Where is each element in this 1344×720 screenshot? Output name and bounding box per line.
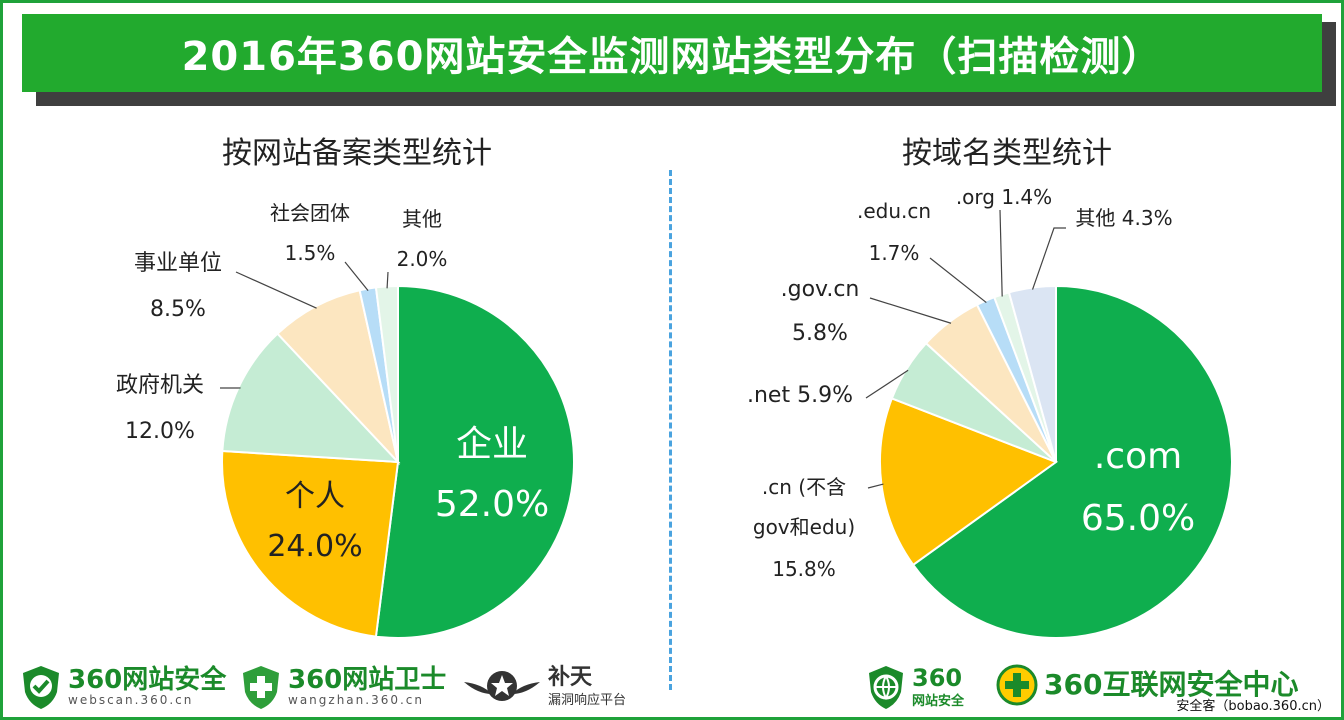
- right-chart-title: 按域名类型统计: [902, 136, 1112, 171]
- left-pie-label-2-1: 12.0%: [125, 419, 195, 444]
- left-pie-label-5-1: 2.0%: [397, 247, 448, 271]
- logo-site-security-name: 360: [912, 663, 963, 692]
- right-pie-leader-line-6: [1031, 227, 1066, 290]
- right-pie-slice-6: [1007, 284, 1057, 463]
- right-pie-category-label-0: .com: [1094, 436, 1182, 477]
- left-pie-slice-1: [221, 449, 400, 638]
- logo-360-site-security: 360 网站安全: [866, 664, 964, 710]
- right-pie-label-6-0: 其他 4.3%: [1075, 206, 1172, 230]
- right-pie-value-label-0: 65.0%: [1081, 498, 1195, 539]
- logo-webscan-url: webscan.360.cn: [68, 693, 194, 707]
- logo-site-security-sub: 网站安全: [912, 693, 965, 709]
- left-pie-leader-line-3: [235, 271, 317, 309]
- credit-text: 安全客（bobao.360.cn）: [1176, 699, 1330, 714]
- left-pie-slice-0: [374, 284, 575, 639]
- logo-wangzhan-url: wangzhan.360.cn: [288, 693, 424, 707]
- right-pie-label-1-2: 15.8%: [772, 557, 836, 581]
- shield-check-icon: [23, 666, 59, 709]
- star-wings-icon: [464, 671, 540, 701]
- left-chart-title: 按网站备案类型统计: [222, 136, 492, 171]
- right-pie-label-3-1: 5.8%: [792, 321, 848, 346]
- page-title: 2016年360网站安全监测网站类型分布（扫描检测）: [181, 34, 1163, 80]
- plus-circle-icon: [996, 664, 1038, 706]
- left-pie-label-3-0: 事业单位: [134, 251, 222, 276]
- logo-wangzhan-name: 360网站卫士: [288, 665, 447, 695]
- logo-butian: 补天 漏洞响应平台: [462, 664, 626, 710]
- left-pie-slice-3: [276, 289, 400, 466]
- left-pie-label-2-0: 政府机关: [116, 373, 204, 398]
- left-pie-label-5-0: 其他: [402, 207, 442, 231]
- right-pie-leader-line-1: [867, 483, 884, 489]
- right-pie-slice-0: [911, 284, 1233, 639]
- right-pie-label-4-0: .edu.cn: [857, 199, 931, 223]
- left-pie-value-label-0: 52.0%: [435, 484, 549, 525]
- left-pie-category-label-1: 个人: [285, 479, 345, 514]
- right-pie-leader-line-3: [869, 297, 952, 324]
- shield-plus-icon: [243, 666, 279, 709]
- right-pie-label-5-0: .org 1.4%: [956, 185, 1052, 209]
- right-pie-label-2-0: .net 5.9%: [747, 383, 853, 408]
- pie-chart-domain-type: .com 65.0% .cn (不含 gov和edu) 15.8% .net 5.9% .g…: [747, 185, 1233, 639]
- left-pie-slice-2: [221, 332, 401, 464]
- section-divider: [669, 170, 672, 690]
- pie-chart-registration-type: 企业 52.0% 个人 24.0% 政府机关 12.0% 事业单位 8.5% 社会团体 1.5% 其…: [116, 201, 575, 639]
- logo-webscan-name: 360网站安全: [68, 665, 227, 695]
- logo-360-wangzhan: 360网站卫士 wangzhan.360.cn: [240, 664, 446, 710]
- right-pie-label-1-1: gov和edu): [753, 515, 855, 539]
- left-pie-label-4-0: 社会团体: [270, 201, 350, 225]
- logo-butian-name: 补天: [548, 664, 593, 690]
- left-pie-category-label-0: 企业: [456, 424, 528, 465]
- right-pie-leader-line-2: [865, 369, 909, 399]
- logo-360-webscan: 360网站安全 webscan.360.cn: [20, 664, 226, 710]
- title-banner: 2016年360网站安全监测网站类型分布（扫描检测）: [22, 14, 1322, 92]
- left-pie-value-label-1: 24.0%: [267, 529, 362, 564]
- right-pie-label-3-0: .gov.cn: [781, 277, 860, 302]
- left-pie-label-3-1: 8.5%: [150, 297, 206, 322]
- logo-butian-sub: 漏洞响应平台: [548, 692, 627, 708]
- right-pie-label-1-0: .cn (不含: [762, 475, 846, 499]
- logo-center-name: 360互联网安全中心: [1044, 668, 1299, 701]
- shield-globe-icon: [869, 666, 903, 709]
- right-pie-label-4-1: 1.7%: [869, 241, 920, 265]
- logo-360-security-center: 360互联网安全中心: [996, 664, 1298, 706]
- right-pie-leader-line-5: [999, 209, 1003, 297]
- left-pie-label-4-1: 1.5%: [285, 241, 336, 265]
- right-pie-leader-line-4: [929, 257, 987, 304]
- left-pie-leader-line-5: [386, 271, 389, 289]
- left-pie-leader-line-4: [344, 261, 369, 291]
